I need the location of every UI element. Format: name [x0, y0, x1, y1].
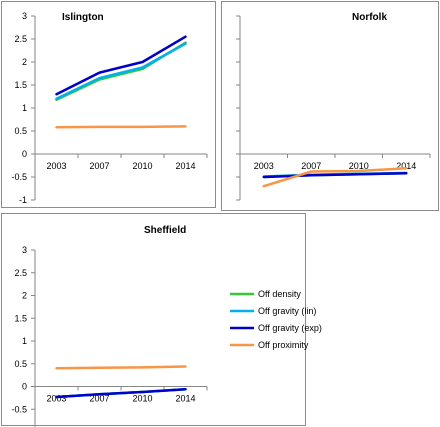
sheffield-chart: Off density Off gravity (lin) Off gravity … [11, 225, 322, 427]
series-line-off-proximity [55, 125, 187, 129]
series-line-off-density [55, 41, 187, 101]
y-tick-label: 3 [22, 245, 27, 255]
legend-label-off-proximity: Off proximity [258, 340, 309, 350]
norfolk-chart: 2003 2007 2010 2014 Norfolk [236, 12, 431, 201]
y-tick-label: 0 [22, 382, 27, 392]
y-tick-label: 1 [22, 336, 27, 346]
y-tick-label: -0.5 [11, 404, 27, 414]
x-tick-label: 2007 [89, 161, 109, 171]
y-tick-label: 3 [22, 11, 27, 21]
legend-label-off-density: Off density [258, 289, 301, 299]
series-line-off-gravity-exp [55, 35, 187, 96]
x-tick-label: 2014 [175, 161, 195, 171]
norfolk-chart-panel: 2003 2007 2010 2014 Norfolk [221, 1, 439, 211]
y-tick-label: 2.5 [14, 268, 27, 278]
y-tick-label: 0 [22, 149, 27, 159]
y-tick-label: -1 [19, 195, 27, 205]
x-tick-label: 2010 [349, 161, 369, 171]
series-line-off-gravity-exp [55, 387, 187, 399]
x-tick-label: 2014 [175, 394, 195, 404]
series-line-off-gravity-exp [262, 172, 408, 179]
x-tick-label: 2010 [132, 394, 152, 404]
sheffield-chart-panel: Off density Off gravity (lin) Off gravity … [1, 213, 322, 427]
chart-title: Islington [62, 12, 104, 23]
legend-label-off-gravity-exp: Off gravity (exp) [258, 323, 322, 333]
y-tick-label: 2 [22, 291, 27, 301]
y-tick-label: -0.5 [11, 172, 27, 182]
y-tick-label: 1 [22, 103, 27, 113]
y-tick-label: 2 [22, 57, 27, 67]
x-tick-label: 2007 [301, 161, 321, 171]
x-tick-label: 2007 [89, 394, 109, 404]
islington-chart-panel: 3 2.5 2 1.5 1 0.5 0 -0.5 -1 2003 2007 2010 2014 Islin… [1, 1, 216, 208]
chart-title: Norfolk [352, 12, 387, 23]
x-tick-label: 2003 [46, 161, 66, 171]
y-tick-label: 1.5 [14, 313, 27, 323]
legend: Off density Off gravity (lin) Off gravity … [230, 289, 322, 350]
x-tick-label: 2003 [254, 161, 274, 171]
chart-title: Sheffield [144, 225, 186, 236]
x-tick-label: 2010 [132, 161, 152, 171]
series-line-off-gravity-lin [55, 42, 187, 101]
y-tick-label: 0.5 [14, 126, 27, 136]
y-tick-label: 0.5 [14, 359, 27, 369]
y-tick-label: 2.5 [14, 34, 27, 44]
y-tick-label: 1.5 [14, 80, 27, 90]
x-tick-label: 2014 [396, 161, 416, 171]
x-tick-label: 2003 [46, 394, 66, 404]
islington-chart: 3 2.5 2 1.5 1 0.5 0 -0.5 -1 2003 2007 2010 2014 Islin… [11, 11, 208, 205]
series-line-off-proximity [55, 365, 187, 370]
legend-label-off-gravity-lin: Off gravity (lin) [258, 306, 316, 316]
series-line-off-proximity [262, 167, 408, 188]
